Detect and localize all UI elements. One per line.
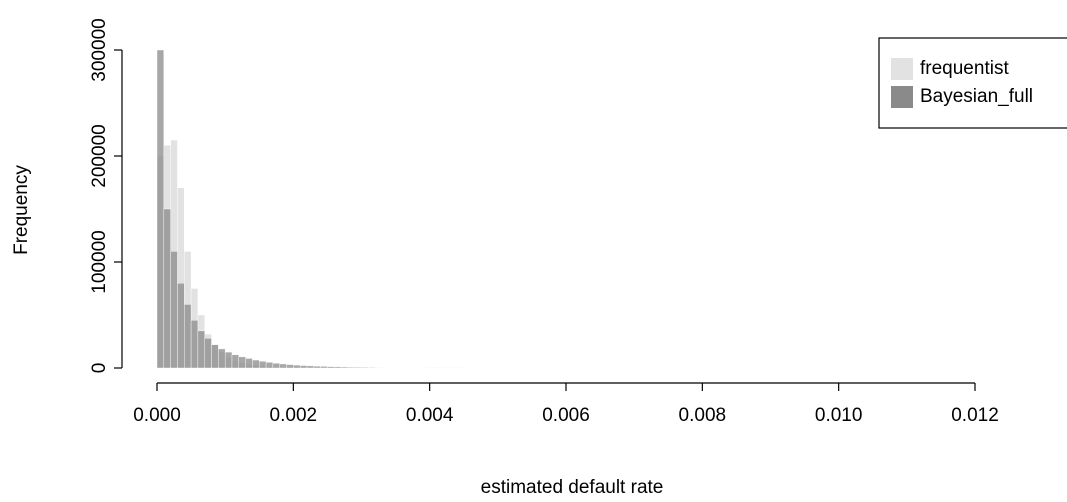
histogram-bar: [204, 338, 212, 369]
x-tick-label: 0.000: [133, 405, 181, 426]
legend-label: Bayesian_full: [920, 86, 1033, 107]
histogram-bar: [224, 351, 233, 369]
histogram-bar: [211, 344, 219, 369]
histogram-bar: [163, 208, 171, 369]
histogram-bar: [184, 304, 192, 369]
histogram-bar: [361, 367, 369, 369]
histogram-bar: [299, 365, 308, 369]
histogram-bar: [354, 367, 362, 369]
y-tick-label: 0: [89, 363, 110, 374]
histogram-bar: [368, 367, 376, 369]
histogram-bar: [340, 366, 349, 369]
histogram-bar: [190, 320, 199, 369]
histogram-bar: [245, 358, 253, 369]
histogram-bar: [293, 364, 301, 369]
x-tick-label: 0.012: [951, 405, 999, 426]
y-axis-label: Frequency: [11, 165, 32, 255]
x-tick-label: 0.006: [542, 405, 590, 426]
histogram-bar: [177, 283, 185, 369]
histogram-bar: [334, 366, 342, 369]
histogram-bar: [265, 362, 274, 369]
histogram-bar: [218, 348, 226, 369]
histogram-bar: [313, 365, 321, 369]
histogram-bar: [156, 49, 165, 369]
histogram-bar: [347, 366, 355, 369]
x-tick-label: 0.008: [679, 405, 727, 426]
y-tick-label: 300000: [89, 18, 110, 81]
x-tick-label: 0.002: [270, 405, 318, 426]
legend-swatch: [891, 58, 913, 80]
histogram-bar: [272, 363, 280, 369]
x-tick-label: 0.004: [406, 405, 454, 426]
legend-box: [878, 37, 1067, 129]
histogram-bar: [238, 356, 246, 369]
histogram-bar: [286, 364, 294, 369]
histogram-bar: [306, 365, 314, 369]
y-tick-label: 100000: [89, 230, 110, 293]
histogram-bar: [259, 361, 267, 369]
histogram-bar: [197, 330, 205, 369]
histogram-bar: [327, 366, 335, 369]
legend-swatch: [891, 86, 913, 108]
histogram-bar: [170, 251, 178, 369]
legend-label: frequentist: [920, 58, 1009, 79]
y-tick-label: 200000: [89, 124, 110, 187]
histogram-bar: [252, 359, 260, 369]
x-axis-label: estimated default rate: [481, 477, 664, 498]
histogram-bar: [231, 354, 240, 369]
x-tick-label: 0.010: [815, 405, 863, 426]
histogram-bar: [279, 363, 287, 369]
histogram-bar: [320, 366, 328, 369]
